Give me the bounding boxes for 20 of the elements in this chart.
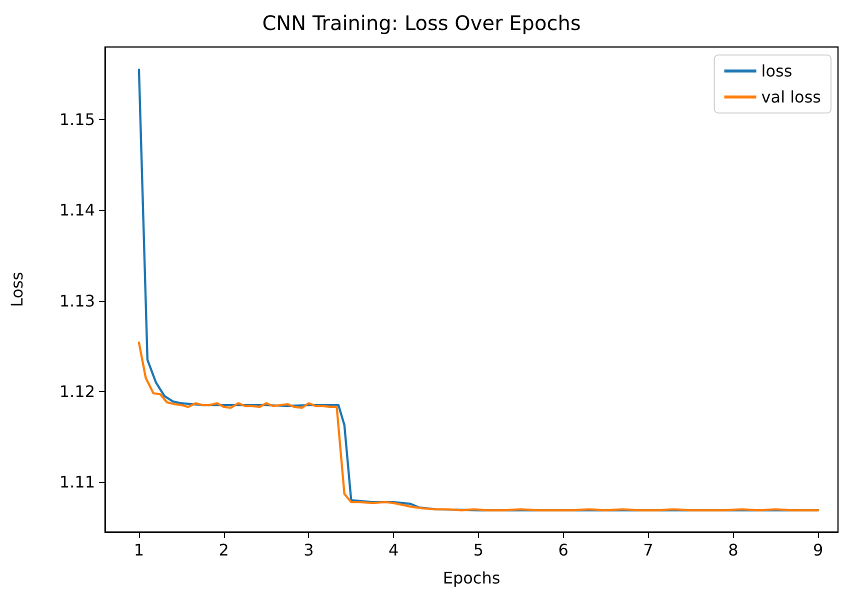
x-tick-label: 3: [304, 540, 314, 560]
x-tick-label: 5: [473, 540, 484, 560]
legend-label: loss: [761, 62, 792, 80]
y-tick-label: 1.12: [59, 382, 95, 401]
x-tick-label: 6: [558, 540, 568, 560]
y-tick-label: 1.11: [59, 472, 95, 492]
x-axis-title: Epochs: [442, 568, 500, 588]
legend-label: val loss: [761, 88, 822, 106]
y-axis-title: Loss: [8, 272, 26, 308]
x-tick-label: 2: [218, 540, 229, 560]
x-tick-label: 8: [728, 540, 738, 560]
y-tick-label: 1.14: [59, 200, 95, 220]
x-tick-label: 4: [388, 540, 399, 560]
x-tick-label: 7: [643, 540, 654, 560]
line-series: [138, 341, 820, 512]
y-tick-label: 1.15: [59, 110, 95, 130]
y-tick-label: 1.13: [59, 291, 95, 310]
x-tick-label: 1: [134, 540, 144, 560]
x-tick-label: 9: [812, 540, 824, 560]
chart-title: CNN Training: Loss Over Epochs: [262, 11, 581, 35]
